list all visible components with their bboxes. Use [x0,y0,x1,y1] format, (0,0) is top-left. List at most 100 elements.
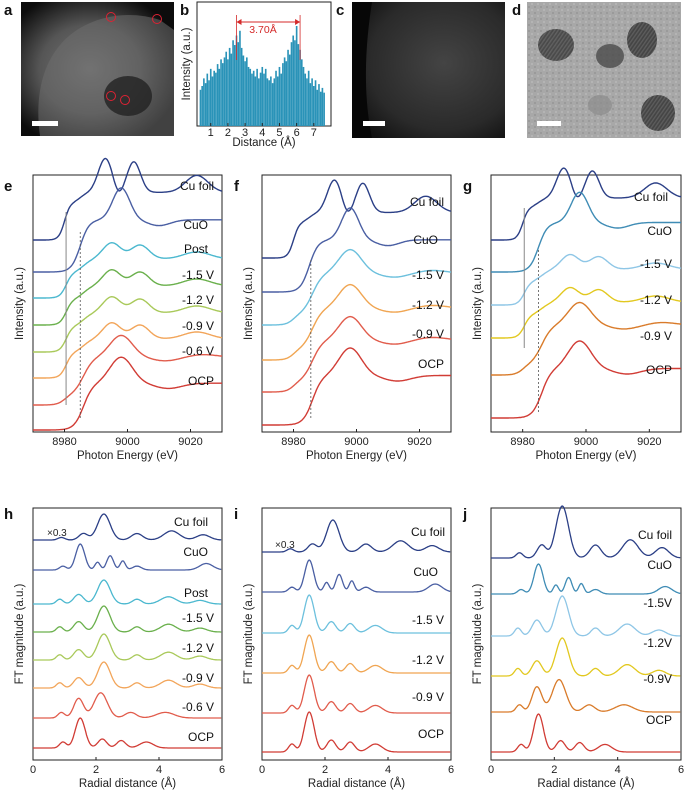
histogram-bar [240,47,243,126]
panel-d: d [512,2,681,138]
curve-label: -1.2 V [182,293,214,307]
histogram-bar [246,57,248,126]
curve-label: -1.5 V [182,611,214,625]
histogram-bar [208,80,210,126]
curve-label: -1.2 V [182,641,214,655]
histogram-bar [323,92,325,126]
atom-marker [120,95,130,105]
x-tick-label: 9020 [178,436,202,448]
histogram-bar [292,35,295,126]
curve-OCP [33,717,222,749]
histogram-bar [203,78,205,126]
histogram-bar [311,78,313,126]
plot-frame [261,507,452,761]
histogram-bar [294,40,296,126]
x-tick-label: 8980 [281,436,305,448]
curve-label: Cu foil [411,525,445,539]
histogram-bar [288,54,291,127]
haadf-image-c [352,2,505,138]
panel-letter-i: i [234,506,238,523]
histogram-bar [283,57,286,126]
histogram-bar [225,51,228,126]
histogram-bar [287,49,289,126]
histogram-bar [268,80,270,126]
curve-label: Cu foil [180,179,214,193]
panel-letter-a: a [4,2,13,19]
panel-letter-c: c [336,2,344,19]
x-axis-title: Photon Energy (eV) [306,450,407,462]
spacing-annotation: 3.70Å [249,23,276,36]
chart-j: Cu foil CuO -1.5V -1.2V -0.9V OCP 0 2 4 6 Radial d… [472,505,684,790]
x-tick-label: 9020 [407,436,431,448]
x-tick-label: 6 [448,764,454,776]
histogram-bar [204,83,207,126]
histogram-bar [278,66,281,126]
histogram-bar [230,53,233,126]
curve-CuO [491,191,681,273]
histogram-bar [263,73,265,126]
curve--1.5V [262,248,451,326]
curve-label: -0.9 V [182,319,214,333]
y-axis-title: Intensity (a.u.) [181,27,193,100]
x-tick-label: 9020 [637,436,661,448]
curve--1.2V [33,633,222,661]
curve-label: Post [184,586,209,600]
y-axis-title: Intensity (a.u.) [14,267,26,340]
curve-label: OCP [188,730,214,744]
x-tick-label: 4 [615,764,621,776]
histogram-bar [211,76,214,126]
arrow-head [295,19,301,25]
curve--0.9V [33,661,222,689]
histogram-bar [244,61,246,126]
chart-h: Cu foil CuO Post -1.5 V -1.2 V -0.9 V -0.6 V OC… [14,507,225,790]
arrow-head [236,19,242,25]
curve-label: CuO [647,224,672,238]
curve-label: Post [184,242,209,256]
x-axis-title: Photon Energy (eV) [535,450,636,462]
x-tick-label: 1 [208,127,214,139]
histogram-bar [297,44,300,126]
curve-label: OCP [646,713,672,727]
curve-Cufoil [33,157,223,241]
histogram-bar [313,86,315,126]
histogram-bar [270,76,272,126]
curve-OCP [262,711,451,753]
curve-label: -0.9 V [640,329,672,343]
chart-g: Cu foil CuO -1.5 V -1.2 V -0.9 V OCP 8980 9000 9… [472,167,682,462]
curve-OCP [33,356,222,431]
histogram-bar [254,76,257,126]
histogram-bar [290,42,293,126]
panel-c: c [336,2,505,138]
panel-letter-h: h [4,506,13,523]
curve-CuO [491,563,681,595]
histogram-bar [247,66,250,126]
curve-label: -1.2 V [640,293,672,307]
histogram-bar [221,63,224,126]
curve-label: -0.9 V [412,690,444,704]
histogram-bar [216,64,219,126]
curve--1.2V [33,295,223,353]
histogram-bar [295,26,298,126]
y-axis-title: FT magnitude (a.u.) [243,583,255,684]
curve--1.5V [33,605,222,633]
curve--1.2V [491,637,681,677]
histogram-bar [206,73,209,126]
plot-frame [32,507,223,761]
curve-CuO [262,207,451,293]
curve--0.9V [262,674,451,714]
curve-label: -0.6 V [182,700,214,714]
curve--0.9V [491,678,681,713]
curve--1.2V [262,283,451,361]
x-tick-label: 0 [30,764,36,776]
curve--1.5V [262,594,451,634]
histogram-bar [251,73,253,126]
x-tick-label: 6 [678,764,684,776]
x-axis-title: Photon Energy (eV) [77,450,178,462]
curve--0.6V [33,334,223,406]
x-tick-label: 9000 [574,436,598,448]
panel-letter-g: g [463,178,472,195]
panel-letter-j: j [462,506,467,523]
histogram-bar [318,84,320,126]
curve-label: CuO [413,565,438,579]
curve-OCP [262,347,451,426]
